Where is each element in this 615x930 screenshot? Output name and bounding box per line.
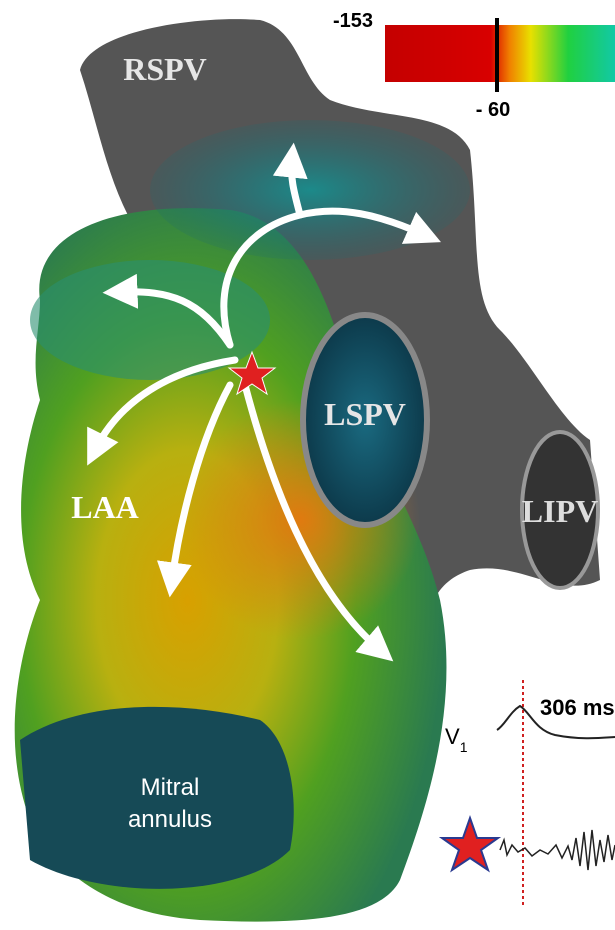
interval-label: 306 ms	[540, 695, 615, 720]
late-region	[150, 120, 470, 260]
figure: RSPV LSPV LIPV LAA Mitral annulus -153 -…	[0, 0, 615, 930]
page: RSPV LSPV LIPV LAA Mitral annulus -153 -…	[0, 0, 615, 930]
lipv-label: LIPV	[522, 493, 598, 529]
ecg-star	[442, 818, 498, 870]
rspv-label: RSPV	[123, 51, 207, 87]
colorbar-min-label: -153	[333, 10, 373, 32]
mitral-label: annulus	[128, 806, 212, 833]
colorbar	[385, 25, 615, 82]
laa-label: LAA	[71, 489, 139, 525]
local-egm-trace	[500, 830, 615, 870]
lead-label: V1	[445, 724, 468, 755]
mitral-label: Mitral	[141, 774, 200, 801]
colorbar-threshold-label: - 60	[476, 99, 510, 121]
lspv-label: LSPV	[324, 396, 406, 432]
